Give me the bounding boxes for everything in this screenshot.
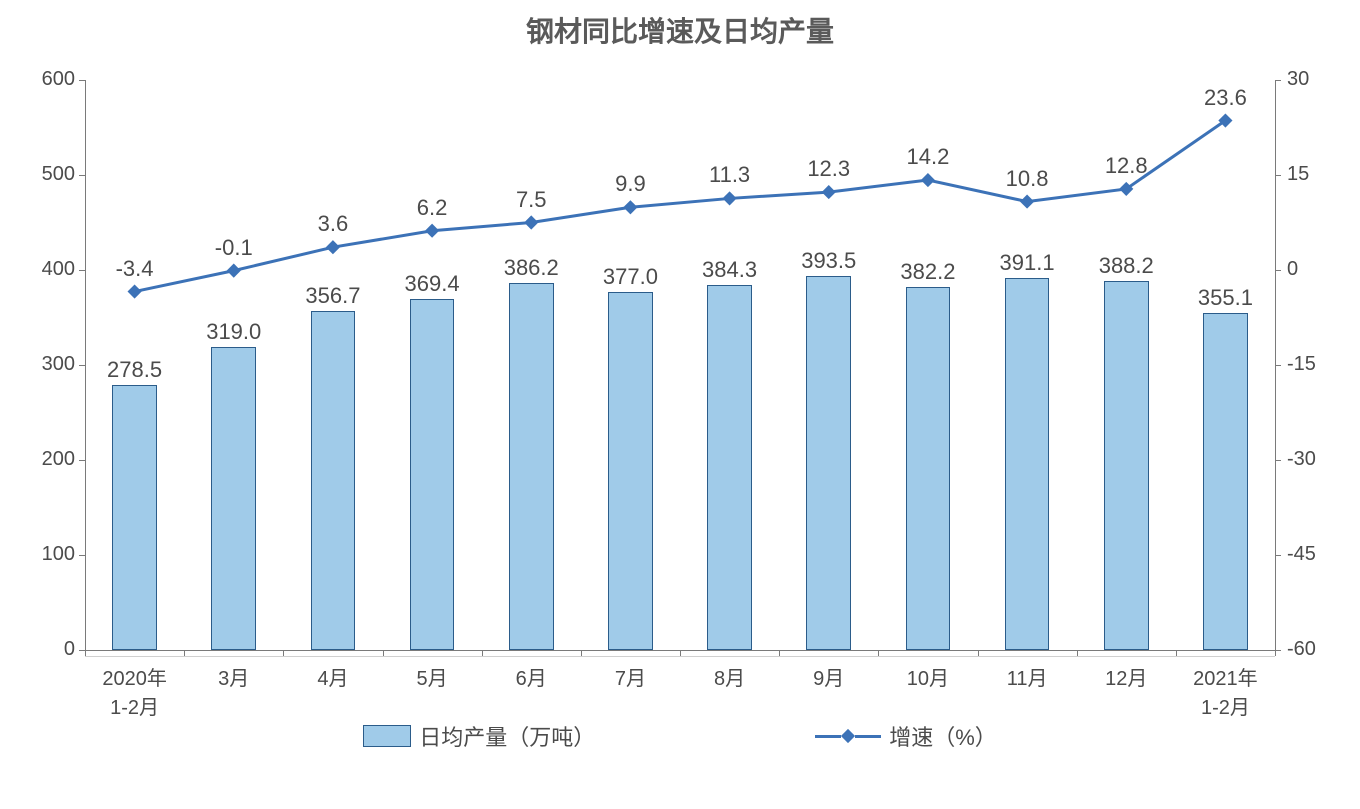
- y-left-tick: [79, 460, 85, 461]
- line-value-label: -3.4: [85, 256, 184, 282]
- x-category-label: 6月: [482, 662, 581, 691]
- y-left-tick: [79, 555, 85, 556]
- x-category-label: 7月: [581, 662, 680, 691]
- y-right-tick: [1275, 460, 1281, 461]
- x-category-label: 2020年 1-2月: [85, 662, 184, 720]
- diamond-icon: [841, 729, 855, 743]
- line-value-label: -0.1: [184, 235, 283, 261]
- x-category-label: 2021年 1-2月: [1176, 662, 1275, 720]
- y-right-tick: [1275, 555, 1281, 556]
- line-marker: [425, 224, 439, 238]
- x-category-label: 11月: [978, 662, 1077, 691]
- y-right-tick: [1275, 365, 1281, 366]
- x-category-label: 4月: [283, 662, 382, 691]
- y-right-tick-label: -30: [1287, 448, 1316, 471]
- y-right-tick-label: 0: [1287, 258, 1298, 281]
- legend-bar-label: 日均产量（万吨）: [419, 720, 595, 752]
- legend-line-label: 增速（%）: [889, 720, 997, 752]
- y-right-tick-label: 15: [1287, 163, 1309, 186]
- line-marker: [723, 191, 737, 205]
- chart-title: 钢材同比增速及日均产量: [0, 10, 1360, 50]
- line-value-label: 23.6: [1176, 85, 1275, 111]
- x-category-label: 8月: [680, 662, 779, 691]
- line-marker: [326, 240, 340, 254]
- line-value-label: 7.5: [482, 187, 581, 213]
- line-value-label: 11.3: [680, 162, 779, 188]
- x-category-label: 12月: [1077, 662, 1176, 691]
- y-left-tick-label: 600: [42, 68, 75, 91]
- line-value-label: 6.2: [383, 195, 482, 221]
- x-axis-secondary: [85, 656, 1275, 657]
- line-marker: [623, 200, 637, 214]
- y-left-tick: [79, 365, 85, 366]
- line-marker: [227, 264, 241, 278]
- y-left-tick-label: 300: [42, 353, 75, 376]
- legend-bar-swatch: [363, 725, 411, 747]
- y-right-tick: [1275, 80, 1281, 81]
- line-marker: [524, 215, 538, 229]
- y-right-tick-label: -45: [1287, 543, 1316, 566]
- legend-line-swatch: [815, 731, 881, 741]
- y-left-tick-label: 200: [42, 448, 75, 471]
- legend: 日均产量（万吨） 增速（%）: [0, 720, 1360, 752]
- y-left-tick-label: 0: [64, 638, 75, 661]
- y-left-tick-label: 400: [42, 258, 75, 281]
- x-category-label: 9月: [779, 662, 878, 691]
- plot-area: 278.5319.0356.7369.4386.2377.0384.3393.5…: [85, 80, 1275, 650]
- line-value-label: 12.3: [779, 156, 878, 182]
- y-right-tick-label: 30: [1287, 68, 1309, 91]
- y-right-tick-label: -15: [1287, 353, 1316, 376]
- y-axis-left: [85, 80, 86, 650]
- y-left-tick: [79, 270, 85, 271]
- line-marker: [921, 173, 935, 187]
- x-category-label: 5月: [383, 662, 482, 691]
- line-value-label: 9.9: [581, 171, 680, 197]
- y-left-tick-label: 500: [42, 163, 75, 186]
- chart-container: 钢材同比增速及日均产量 278.5319.0356.7369.4386.2377…: [0, 0, 1360, 809]
- line-marker: [822, 185, 836, 199]
- legend-item-line: 增速（%）: [815, 720, 997, 752]
- x-category-label: 10月: [878, 662, 977, 691]
- line-marker: [128, 284, 142, 298]
- y-left-tick: [79, 175, 85, 176]
- y-left-tick: [79, 80, 85, 81]
- y-left-tick-label: 100: [42, 543, 75, 566]
- line-value-label: 10.8: [978, 166, 1077, 192]
- line-marker: [1020, 195, 1034, 209]
- y-right-tick: [1275, 270, 1281, 271]
- y-right-tick: [1275, 175, 1281, 176]
- x-category-label: 3月: [184, 662, 283, 691]
- line-value-label: 12.8: [1077, 153, 1176, 179]
- x-tick: [1275, 650, 1276, 656]
- line-value-label: 14.2: [878, 144, 977, 170]
- line-value-label: 3.6: [283, 211, 382, 237]
- y-right-tick-label: -60: [1287, 638, 1316, 661]
- legend-item-bars: 日均产量（万吨）: [363, 720, 595, 752]
- growth-line: [135, 121, 1226, 292]
